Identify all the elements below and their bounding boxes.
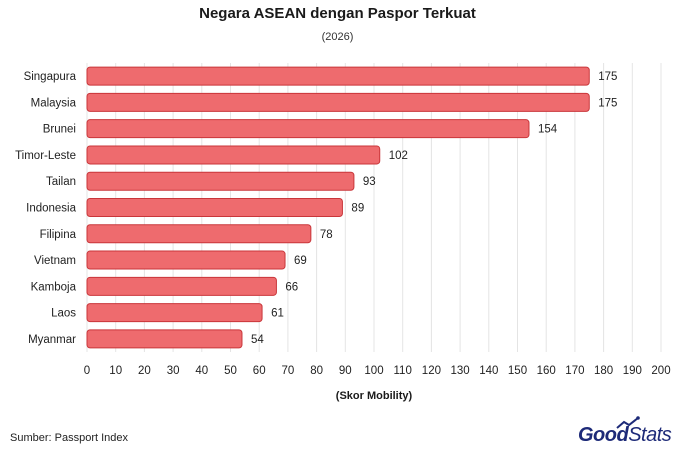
chart-subtitle: (2026) <box>321 31 354 43</box>
category-label: Myanmar <box>28 334 76 346</box>
category-label: Filipina <box>40 229 77 241</box>
bar <box>86 250 286 270</box>
value-labels: 175 175 154 102 93 89 78 69 66 61 54 <box>251 71 617 346</box>
logo-text-light: Stats <box>628 424 672 446</box>
x-tick-label: 70 <box>282 365 295 377</box>
x-tick-label: 100 <box>364 365 383 377</box>
category-label: Indonesia <box>26 203 76 215</box>
bar <box>86 92 590 112</box>
category-label: Laos <box>51 308 76 320</box>
x-tick-label: 110 <box>394 365 412 377</box>
x-tick-label: 140 <box>479 365 498 377</box>
category-label: Tailan <box>46 176 76 188</box>
bar <box>86 119 530 139</box>
category-labels: Singapura Malaysia Brunei Timor-Leste Tailan… <box>15 71 77 346</box>
bar-chart: Singapura Malaysia Brunei Timor-Leste Tailan… <box>15 63 671 402</box>
x-tick-label: 30 <box>167 365 180 377</box>
chart-spark-icon <box>616 416 640 429</box>
goodstats-logo: GoodStats <box>578 416 672 447</box>
value-label: 175 <box>598 97 617 109</box>
value-label: 66 <box>285 281 298 293</box>
bar <box>86 66 590 86</box>
category-label: Timor-Leste <box>15 150 76 162</box>
bars <box>86 66 590 349</box>
bar <box>86 198 343 217</box>
x-tick-label: 190 <box>623 365 642 377</box>
source-note: Sumber: Passport Index <box>10 432 129 444</box>
x-tick-label: 150 <box>508 365 527 377</box>
x-tick-label: 160 <box>537 365 556 377</box>
value-label: 102 <box>389 150 408 162</box>
category-label: Brunei <box>43 124 76 136</box>
value-label: 61 <box>271 308 284 320</box>
bar <box>86 329 243 349</box>
category-label: Vietnam <box>34 255 76 267</box>
x-tick-label: 90 <box>339 365 352 377</box>
x-tick-label: 180 <box>594 365 613 377</box>
bar <box>86 303 263 323</box>
x-tick-label: 40 <box>195 365 208 377</box>
x-tick-label: 200 <box>651 365 670 377</box>
bar <box>86 171 355 191</box>
x-tick-label: 170 <box>565 365 584 377</box>
x-tick-label: 50 <box>224 365 237 377</box>
value-label: 54 <box>251 334 264 346</box>
category-label: Kamboja <box>31 281 77 293</box>
x-axis-title: (Skor Mobility) <box>336 390 413 402</box>
value-label: 78 <box>320 229 333 241</box>
x-tick-label: 120 <box>422 365 441 377</box>
x-tick-label: 10 <box>109 365 122 377</box>
value-label: 69 <box>294 255 307 267</box>
x-tick-label: 20 <box>138 365 151 377</box>
x-tick-label: 130 <box>451 365 470 377</box>
bar <box>86 276 277 296</box>
x-tick-label: 60 <box>253 365 266 377</box>
category-label: Malaysia <box>31 97 77 109</box>
bar <box>86 145 381 165</box>
value-label: 93 <box>363 176 376 188</box>
x-tick-label: 80 <box>310 365 323 377</box>
value-label: 89 <box>351 203 364 215</box>
logo-text-bold: Good <box>578 424 629 446</box>
value-label: 175 <box>598 71 617 83</box>
bar <box>86 224 312 244</box>
value-label: 154 <box>538 124 558 136</box>
x-tick-label: 0 <box>84 365 90 377</box>
category-label: Singapura <box>24 71 77 83</box>
chart-title: Negara ASEAN dengan Paspor Terkuat <box>199 5 476 22</box>
x-axis-ticks: 0 10 20 30 40 50 60 70 80 90 100 110 120 130 140 150 160… <box>84 365 671 377</box>
